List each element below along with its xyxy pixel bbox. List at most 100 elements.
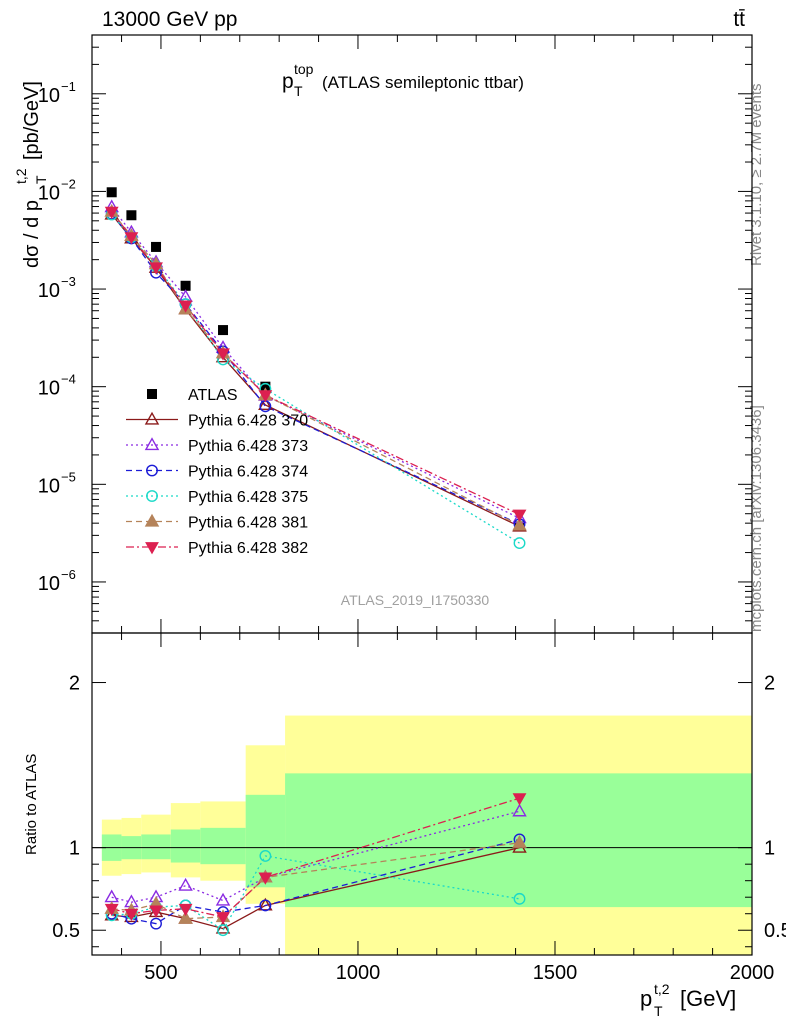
y-tick-exponent: −3 bbox=[61, 274, 76, 289]
legend-label: Pythia 6.428 375 bbox=[188, 489, 308, 506]
y-tick-label: 10 bbox=[38, 573, 60, 595]
series-line bbox=[111, 214, 520, 544]
ratio-point bbox=[178, 910, 193, 924]
x-tick-label: 1500 bbox=[533, 962, 578, 984]
data-point bbox=[260, 381, 271, 392]
data-point bbox=[104, 206, 119, 220]
ratio-point bbox=[124, 908, 139, 922]
data-point bbox=[106, 187, 117, 198]
y-tick-label: 10 bbox=[38, 280, 60, 302]
legend-item: Pythia 6.428 382 bbox=[126, 540, 308, 557]
ratio-point bbox=[178, 903, 193, 917]
series-line bbox=[111, 213, 520, 525]
ratio-point bbox=[215, 892, 231, 906]
y-label-sup: t,2 bbox=[13, 168, 29, 184]
y-tick-exponent: −4 bbox=[61, 372, 76, 387]
series-line bbox=[111, 211, 520, 516]
y-tick-exponent: −2 bbox=[61, 176, 76, 191]
series-line bbox=[111, 211, 520, 526]
svg-text:p: p bbox=[282, 70, 294, 93]
ratio-panel: 0.5 0.5 1 1 2 2 500 1000 1500 2000 Ratio to ATLA… bbox=[23, 632, 786, 1019]
y-tick-exponent: −6 bbox=[61, 567, 76, 582]
x-tick-label: 500 bbox=[144, 962, 177, 984]
legend-label: Pythia 6.428 373 bbox=[188, 438, 308, 455]
ratio-y-tick-label: 0.5 bbox=[764, 920, 786, 942]
y-tick-label: 10 bbox=[38, 85, 60, 107]
data-point bbox=[258, 397, 273, 411]
legend-label: Pythia 6.428 374 bbox=[188, 464, 308, 481]
series-line bbox=[111, 214, 520, 528]
legend-label: ATLAS bbox=[188, 387, 238, 404]
ratio-point bbox=[150, 917, 162, 930]
ratio-point bbox=[149, 905, 163, 918]
mcplots-label: mcplots.cern.ch [arXiv:1306.3436] bbox=[748, 405, 765, 632]
y-tick-exponent: −1 bbox=[61, 79, 76, 94]
data-point bbox=[124, 232, 139, 245]
x-label-sub: T bbox=[654, 1003, 663, 1019]
data-point bbox=[216, 348, 230, 361]
analysis-label: ATLAS_2019_I1750330 bbox=[341, 592, 490, 608]
y-tick-exponent: −5 bbox=[61, 469, 76, 484]
y-tick-label: 10 bbox=[38, 378, 60, 400]
ratio-point bbox=[124, 909, 139, 923]
legend-marker bbox=[146, 490, 158, 502]
ratio-point bbox=[512, 803, 527, 817]
data-point bbox=[218, 325, 229, 336]
header-process: tt̄ bbox=[733, 8, 745, 31]
plot-title: p T top (ATLAS semileptonic ttbar) bbox=[282, 61, 524, 99]
title-sub: T bbox=[294, 83, 303, 99]
ratio-y-tick-label: 0.5 bbox=[52, 920, 80, 942]
ratio-point bbox=[104, 889, 119, 903]
ratio-series-line bbox=[111, 855, 520, 932]
header-energy: 13000 GeV pp bbox=[102, 8, 237, 31]
uncertainty-band-inner bbox=[200, 827, 246, 865]
series-line bbox=[111, 206, 520, 519]
ratio-y-tick-label: 1 bbox=[764, 838, 775, 860]
legend-marker bbox=[147, 389, 157, 399]
ratio-y-tick-label: 2 bbox=[764, 673, 775, 695]
y-axis-label: dσ / d p T t,2 [pb/GeV] bbox=[13, 81, 49, 268]
legend-label: Pythia 6.428 382 bbox=[188, 540, 308, 557]
x-label-unit: [GeV] bbox=[680, 986, 736, 1011]
legend: ATLAS Pythia 6.428 370 Pythia 6.428 373 Pyt… bbox=[126, 387, 308, 557]
legend-item: Pythia 6.428 375 bbox=[126, 489, 308, 506]
main-panel: 10−110−210−310−410−510−6 p T top (ATLAS … bbox=[13, 34, 753, 634]
data-point bbox=[513, 537, 526, 550]
legend-marker bbox=[144, 513, 160, 527]
legend-label: Pythia 6.428 381 bbox=[188, 515, 308, 532]
ratio-y-tick-label: 2 bbox=[69, 673, 80, 695]
legend-marker bbox=[144, 411, 160, 425]
ratio-point bbox=[259, 849, 272, 862]
ratio-point bbox=[512, 793, 527, 806]
rivet-label: Rivet 3.1.10, ≥ 2.7M events bbox=[748, 84, 765, 267]
data-point bbox=[126, 210, 137, 221]
title-sup: top bbox=[294, 61, 314, 77]
y-tick-label: 10 bbox=[38, 475, 60, 497]
ratio-point bbox=[216, 912, 230, 925]
x-tick-label: 1000 bbox=[336, 962, 381, 984]
y-tick-label: 10 bbox=[38, 182, 60, 204]
data-point bbox=[180, 280, 191, 291]
legend-item: Pythia 6.428 373 bbox=[126, 437, 308, 455]
title-text: (ATLAS semileptonic ttbar) bbox=[322, 73, 524, 92]
ratio-point bbox=[258, 897, 273, 911]
title-symbol: p bbox=[282, 70, 294, 93]
x-label-text: p bbox=[640, 986, 652, 1011]
ratio-point bbox=[512, 834, 527, 848]
ratio-y-label: Ratio to ATLAS bbox=[23, 754, 40, 855]
y-label-text: dσ / d p bbox=[21, 200, 43, 268]
legend-marker bbox=[145, 542, 159, 555]
data-point bbox=[149, 262, 163, 275]
x-tick-label: 2000 bbox=[730, 962, 775, 984]
legend-item: ATLAS bbox=[147, 387, 238, 404]
data-point bbox=[258, 390, 273, 403]
ratio-point bbox=[259, 899, 272, 912]
y-label-sub: T bbox=[33, 175, 49, 184]
ratio-point bbox=[217, 924, 229, 937]
data-point bbox=[512, 509, 527, 522]
uncertainty-band-inner bbox=[141, 834, 171, 860]
ratio-point bbox=[258, 872, 273, 885]
ratio-point bbox=[215, 920, 231, 934]
x-axis-label: p T t,2 [GeV] bbox=[640, 981, 736, 1019]
